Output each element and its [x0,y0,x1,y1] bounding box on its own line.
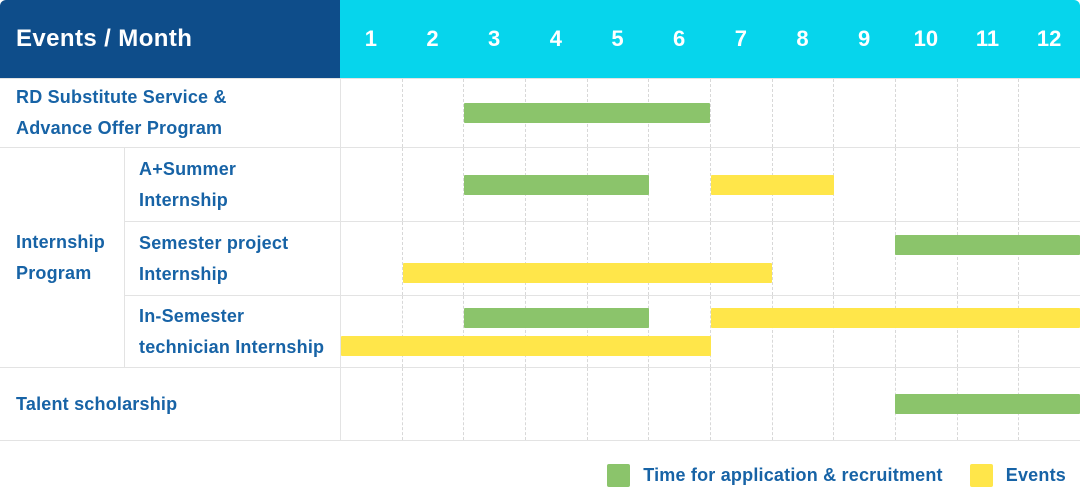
month-cell [1018,296,1080,367]
month-cell [648,222,710,295]
month-header-1: 1 [340,0,402,78]
month-header-10: 10 [895,0,957,78]
gantt-bar-event [710,307,1080,328]
month-cell [586,296,649,367]
gantt-track [340,367,1080,440]
month-cell [956,222,1019,295]
month-cell [895,148,957,221]
month-cell [341,148,402,221]
month-cell [463,222,525,295]
month-cell [956,148,1019,221]
month-header-5: 5 [586,0,649,78]
month-cell [341,368,402,440]
month-cell [463,368,525,440]
month-cell [648,368,710,440]
month-cell [710,222,772,295]
row-label: Semester project Internship [124,221,340,295]
month-cell [341,222,402,295]
month-cell [586,368,649,440]
month-cell [710,79,772,147]
month-cell [463,296,525,367]
month-cell [401,296,464,367]
month-cell [895,79,957,147]
month-cell [1018,79,1080,147]
month-cell [710,296,772,367]
month-header-3: 3 [463,0,525,78]
month-header-2: 2 [401,0,464,78]
month-cell [895,296,957,367]
group-label: Internship Program [0,147,124,367]
month-cell [956,79,1019,147]
month-cell [833,79,895,147]
gantt-track [340,221,1080,295]
month-cell [771,296,834,367]
month-header-4: 4 [525,0,587,78]
month-cell [833,222,895,295]
month-cell [771,222,834,295]
month-cell [771,79,834,147]
month-cell [401,368,464,440]
month-cell [771,368,834,440]
month-cell [833,368,895,440]
row-label: Talent scholarship [0,367,340,440]
month-cell [1018,148,1080,221]
month-header-9: 9 [833,0,895,78]
month-cell [525,296,587,367]
legend-swatch-green [607,463,631,487]
gantt-bar-event [341,335,711,356]
month-cell [525,222,587,295]
month-cell [833,148,895,221]
row-label: RD Substitute Service & Advance Offer Pro… [0,78,340,147]
month-cell [895,222,957,295]
legend-label-events: Events [1005,464,1066,485]
month-header-11: 11 [956,0,1019,78]
month-cell [401,79,464,147]
month-cell [341,296,402,367]
row-label: In-Semester technician Internship [124,295,340,367]
month-header-8: 8 [771,0,834,78]
month-cell [341,79,402,147]
legend-item-application-recruitment: Time for application & recruitment [607,463,943,487]
month-cell [463,148,525,221]
gantt-bar-application [464,174,649,195]
month-cell [648,148,710,221]
month-cell [956,296,1019,367]
month-header-7: 7 [710,0,772,78]
month-cell [401,222,464,295]
month-cell [401,148,464,221]
events-month-table: Events / Month 1 2 3 4 5 6 7 8 9 10 11 12 RD Substit… [0,0,1080,441]
gantt-track [340,295,1080,367]
legend: Time for application & recruitment Event… [0,463,1080,487]
month-header-6: 6 [648,0,710,78]
table-header-title: Events / Month [0,0,340,78]
gantt-track [340,78,1080,147]
month-header-12: 12 [1018,0,1080,78]
gantt-bar-application [895,394,1080,414]
month-cell [525,368,587,440]
row-label: A+Summer Internship [124,147,340,221]
gantt-bar-event [710,174,834,195]
legend-swatch-yellow [969,463,993,487]
month-cell [463,79,525,147]
gantt-bar-application [895,234,1080,255]
month-cell [710,368,772,440]
month-cell [648,296,710,367]
gantt-bar-application [464,103,711,123]
legend-label-application-recruitment: Time for application & recruitment [643,464,943,485]
month-cell [833,296,895,367]
month-cell [586,222,649,295]
gantt-track [340,147,1080,221]
gantt-bar-application [464,307,649,328]
legend-item-events: Events [969,463,1066,487]
gantt-bar-event [402,262,773,283]
month-cell [1018,222,1080,295]
